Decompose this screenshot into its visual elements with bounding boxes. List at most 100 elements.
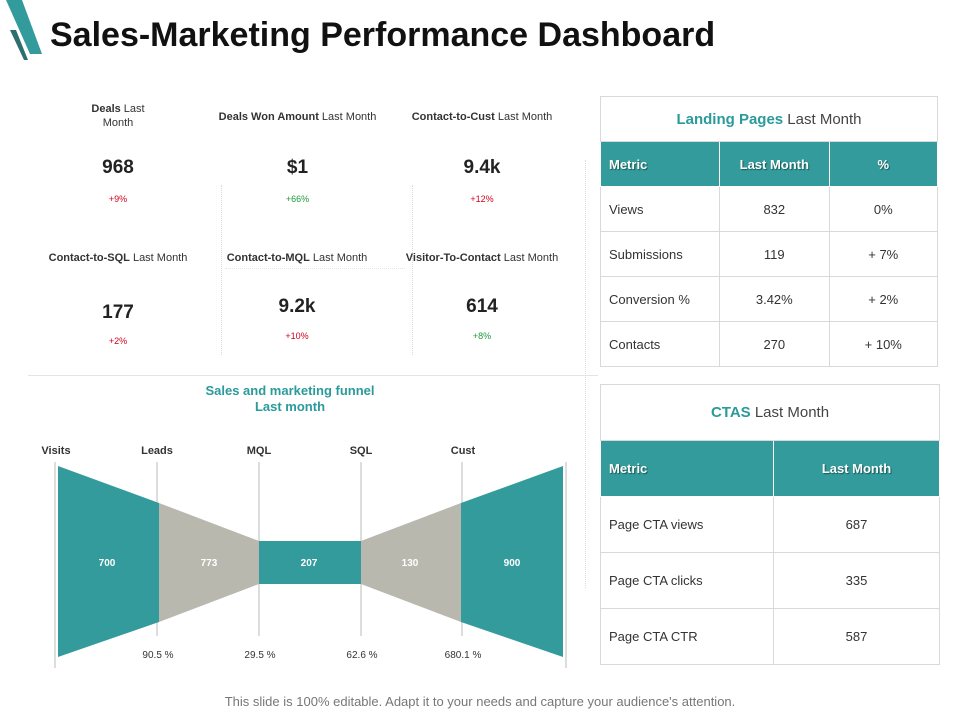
kpi-label-bold: Deals Won Amount [218, 111, 319, 123]
kpi-label-rest: Last Month [102, 103, 145, 129]
kpi-label-bold: Visitor-To-Contact [405, 252, 501, 264]
funnel-stage-mql: MQL [246, 445, 272, 457]
funnel-pct: 62.6 % [346, 650, 378, 661]
kpi-value: $1 [286, 157, 309, 178]
funnel-stage-sql: SQL [349, 445, 373, 457]
kpi-row-divider [225, 268, 405, 269]
kpi-change: +2% [108, 336, 128, 346]
kpi-change: +8% [472, 331, 492, 341]
row-metric: Contacts [599, 321, 721, 367]
kpi-label-rest: Last Month [309, 252, 368, 264]
funnel-title-line2: Last month [254, 399, 326, 414]
kpi-label: Contact-to-Cust Last Month [392, 110, 572, 124]
kpi-label-bold: Contact-to-MQL [226, 252, 310, 264]
funnel-stage-cust: Cust [450, 445, 476, 457]
funnel-segment-visits [58, 466, 159, 657]
ctas-title-rest: Last Month [750, 404, 830, 421]
kpi-contact-to-cust: Contact-to-Cust Last Month 9.4k +12% [392, 110, 572, 220]
kpi-change: +66% [285, 194, 310, 204]
kpi-label: Visitor-To-Contact Last Month [392, 251, 572, 265]
funnel-segment-leads [159, 503, 259, 622]
funnel-value-cust: 900 [504, 558, 521, 569]
funnel-value-visits: 700 [99, 558, 116, 569]
row-metric: Views [599, 186, 721, 232]
ctas-title-bold: CTAS [710, 404, 751, 421]
landing-pages-table: Landing Pages Last Month Metric Last Mon… [599, 96, 939, 367]
kpi-label-bold: Deals [91, 103, 121, 115]
column-header-last-month: Last Month [772, 440, 941, 497]
table-row: Page CTA clicks 335 [600, 552, 941, 609]
funnel-stage-leads: Leads [141, 445, 173, 457]
funnel-segment-mql [259, 541, 361, 584]
row-metric: Page CTA views [600, 496, 774, 553]
row-pct: 0% [828, 186, 939, 232]
kpi-contact-to-mql: Contact-to-MQL Last Month 9.2k +10% [207, 251, 387, 361]
funnel-value-mql: 207 [301, 558, 318, 569]
kpi-change: +9% [108, 194, 128, 204]
column-header-metric: Metric [600, 440, 774, 497]
kpi-value: 9.4k [463, 157, 501, 178]
kpi-change: +12% [470, 194, 494, 204]
kpi-contact-to-sql: Contact-to-SQL Last Month 177 +2% [28, 251, 208, 361]
ctas-table: CTAS Last Month Metric Last Month Page C… [600, 384, 941, 665]
row-value: 832 [719, 186, 830, 232]
column-header-last-month: Last Month [719, 141, 830, 187]
kpi-divider [221, 185, 222, 355]
kpi-label-rest: Last Month [500, 252, 559, 264]
table-row: Submissions 119 + 7% [599, 231, 939, 277]
row-value: 3.42% [719, 276, 830, 322]
kpi-value: 9.2k [278, 296, 316, 317]
row-value: 687 [772, 496, 941, 553]
kpi-label: Contact-to-SQL Last Month [28, 251, 208, 265]
row-pct: + 2% [828, 276, 939, 322]
row-pct: + 7% [828, 231, 939, 277]
row-metric: Conversion % [599, 276, 721, 322]
kpi-value: 614 [466, 296, 498, 317]
funnel-pct: 90.5 % [142, 650, 174, 661]
funnel-pct: 680.1 % [444, 650, 482, 661]
table-row: Page CTA CTR 587 [600, 608, 941, 665]
table-row: Page CTA views 687 [600, 496, 941, 553]
funnel-segment-cust [461, 466, 563, 657]
funnel-title: Sales and marketing funnel Last month [170, 383, 410, 415]
row-value: 270 [719, 321, 830, 367]
kpi-label-rest: Last Month [318, 111, 377, 123]
corner-logo [6, 0, 42, 60]
kpi-deals: Deals Last Month 968 +9% [28, 102, 208, 222]
kpi-deals-won-amount: Deals Won Amount Last Month $1 +66% [205, 110, 390, 220]
funnel-pct: 29.5 % [244, 650, 276, 661]
kpi-label: Deals Won Amount Last Month [205, 110, 390, 124]
kpi-value: 968 [102, 157, 134, 178]
landing-pages-title-rest: Last Month [783, 110, 862, 128]
row-metric: Submissions [599, 231, 721, 277]
kpi-change: +10% [285, 331, 309, 341]
row-value: 335 [772, 552, 941, 609]
row-pct: + 10% [828, 321, 939, 367]
kpi-label-rest: Last Month [494, 111, 553, 123]
kpi-divider [585, 160, 586, 588]
table-row: Views 832 0% [599, 186, 939, 232]
landing-pages-title: Landing Pages Last Month [600, 96, 938, 142]
kpi-visitor-to-contact: Visitor-To-Contact Last Month 614 +8% [392, 251, 572, 361]
page-title: Sales-Marketing Performance Dashboard [50, 16, 716, 54]
footer-note: This slide is 100% editable. Adapt it to… [224, 694, 736, 709]
funnel-stage-visits: Visits [41, 445, 71, 457]
funnel-segment-sql [361, 503, 461, 622]
table-row: Conversion % 3.42% + 2% [599, 276, 939, 322]
column-header-metric: Metric [599, 141, 721, 187]
funnel-value-leads: 773 [201, 558, 218, 569]
row-metric: Page CTA CTR [600, 608, 774, 665]
row-value: 119 [719, 231, 830, 277]
kpi-value: 177 [102, 302, 134, 323]
landing-pages-title-bold: Landing Pages [676, 110, 784, 128]
funnel-value-sql: 130 [402, 558, 419, 569]
funnel-title-line1: Sales and marketing funnel [205, 383, 375, 398]
table-row: Contacts 270 + 10% [599, 321, 939, 367]
row-value: 587 [772, 608, 941, 665]
kpi-label: Contact-to-MQL Last Month [207, 251, 387, 265]
kpi-label-rest: Last Month [129, 252, 188, 264]
kpi-label-bold: Contact-to-SQL [48, 252, 130, 264]
kpi-label: Deals Last Month [83, 102, 153, 130]
kpi-divider [412, 185, 413, 355]
section-divider [28, 375, 598, 376]
